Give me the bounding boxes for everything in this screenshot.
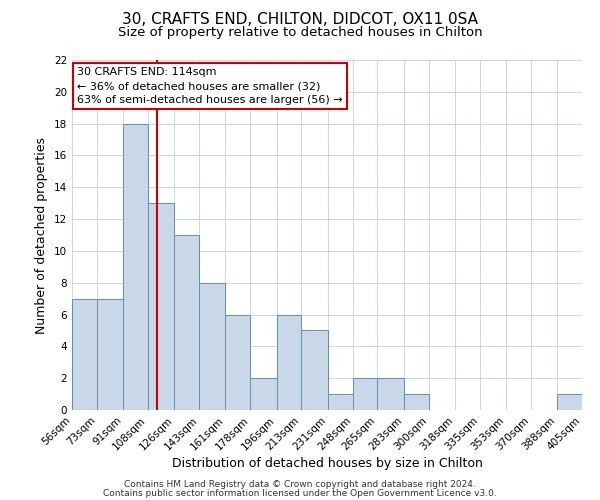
- Bar: [148, 203, 174, 410]
- Bar: [250, 378, 277, 410]
- Y-axis label: Number of detached properties: Number of detached properties: [35, 136, 49, 334]
- X-axis label: Distribution of detached houses by size in Chilton: Distribution of detached houses by size …: [172, 458, 482, 470]
- Bar: [277, 314, 301, 410]
- Bar: [328, 394, 353, 410]
- Bar: [377, 378, 404, 410]
- Text: Size of property relative to detached houses in Chilton: Size of property relative to detached ho…: [118, 26, 482, 39]
- Text: Contains HM Land Registry data © Crown copyright and database right 2024.: Contains HM Land Registry data © Crown c…: [124, 480, 476, 489]
- Bar: [123, 124, 148, 410]
- Bar: [199, 282, 226, 410]
- Bar: [97, 298, 123, 410]
- Bar: [557, 394, 582, 410]
- Bar: [72, 298, 97, 410]
- Bar: [174, 235, 199, 410]
- Text: Contains public sector information licensed under the Open Government Licence v3: Contains public sector information licen…: [103, 488, 497, 498]
- Bar: [301, 330, 328, 410]
- Bar: [353, 378, 377, 410]
- Bar: [226, 314, 250, 410]
- Text: 30, CRAFTS END, CHILTON, DIDCOT, OX11 0SA: 30, CRAFTS END, CHILTON, DIDCOT, OX11 0S…: [122, 12, 478, 28]
- Text: 30 CRAFTS END: 114sqm
← 36% of detached houses are smaller (32)
63% of semi-deta: 30 CRAFTS END: 114sqm ← 36% of detached …: [77, 67, 343, 105]
- Bar: [404, 394, 428, 410]
